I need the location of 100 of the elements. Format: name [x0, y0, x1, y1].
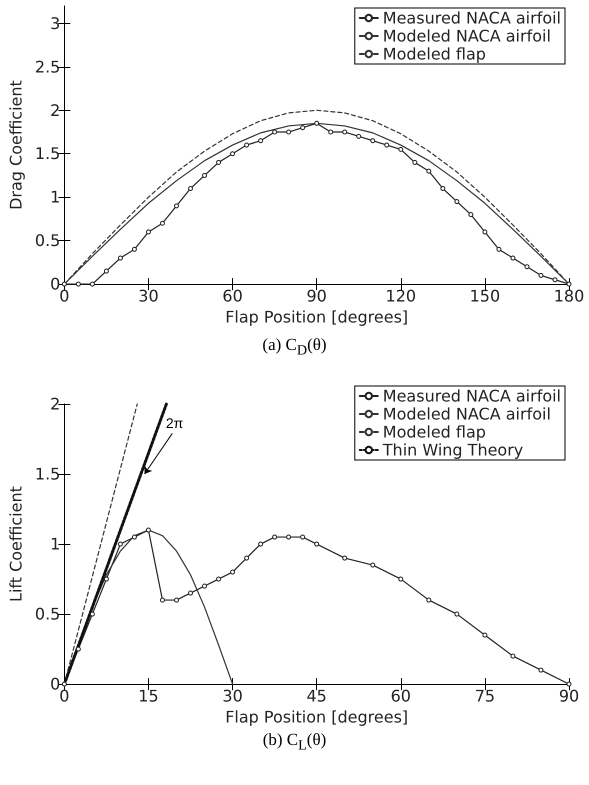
point — [370, 138, 376, 144]
point — [538, 668, 544, 673]
x-tick-label: 15 — [138, 686, 159, 706]
y-tick-label: 0.5 — [34, 231, 60, 250]
legend-label: Measured NACA airfoil — [382, 386, 561, 406]
y-tick-label: 2.5 — [34, 57, 60, 76]
point — [132, 534, 137, 540]
y-tick-label: 1.5 — [34, 144, 60, 164]
point — [188, 590, 194, 596]
x-tick-label: 75 — [474, 686, 496, 706]
point — [342, 130, 348, 135]
point — [496, 246, 502, 252]
point — [160, 220, 165, 226]
point — [174, 598, 179, 603]
point — [230, 570, 236, 575]
y-tick-label: 2 — [50, 394, 60, 414]
text: (a) C$_{D}$(θ) — [261, 335, 328, 360]
point — [258, 542, 264, 547]
point — [202, 584, 208, 589]
x-tick-label: 180 — [554, 286, 584, 306]
y-tick-label: 0 — [50, 674, 60, 694]
point — [370, 562, 376, 568]
point — [314, 542, 320, 547]
point — [440, 186, 446, 191]
point — [566, 682, 572, 687]
point — [398, 576, 404, 582]
x-axis-title: Flap Position [degrees] — [225, 708, 408, 726]
point — [398, 146, 404, 152]
point — [104, 576, 109, 582]
y-tick-label: 1.5 — [34, 464, 60, 484]
point — [160, 598, 165, 603]
point — [202, 172, 208, 178]
point — [454, 612, 460, 617]
y-tick-label: 1 — [50, 534, 60, 554]
point — [286, 534, 292, 540]
point — [328, 130, 334, 135]
point — [118, 542, 123, 547]
point — [300, 534, 306, 540]
point — [272, 130, 278, 135]
point — [454, 199, 460, 204]
point — [342, 556, 348, 561]
point — [426, 168, 432, 174]
point — [188, 186, 194, 191]
point — [244, 142, 250, 148]
point — [230, 151, 236, 156]
point — [146, 528, 151, 533]
point — [468, 212, 474, 218]
point — [132, 246, 137, 252]
point — [552, 277, 558, 282]
x-tick-label: 120 — [386, 286, 416, 306]
point — [426, 598, 432, 603]
legend-label: Modeled flap — [382, 44, 486, 64]
point — [118, 256, 123, 261]
x-tick-label: 60 — [222, 286, 243, 306]
point — [90, 282, 95, 287]
point — [146, 229, 151, 234]
x-tick-label: 30 — [222, 686, 243, 706]
point — [76, 646, 81, 652]
y-tick-label: 1 — [50, 188, 60, 207]
point — [216, 576, 222, 582]
legend-label: Modeled flap — [382, 422, 486, 442]
point — [524, 264, 530, 270]
point — [62, 282, 67, 287]
point — [216, 160, 222, 165]
point — [62, 682, 67, 687]
y-axis-title: Lift Coefficient — [6, 486, 26, 602]
point — [90, 612, 95, 617]
point — [510, 256, 516, 261]
y-tick-label: 0 — [50, 274, 60, 294]
y-axis-title: Drag Coefficient — [6, 80, 26, 210]
y-tick-label: 3 — [50, 14, 60, 33]
x-tick-label: 45 — [306, 686, 327, 706]
point — [510, 654, 516, 659]
point — [300, 125, 306, 130]
x-tick-label: 60 — [390, 686, 411, 706]
legend-label: Thin Wing Theory — [382, 440, 524, 460]
x-tick-label: 90 — [306, 286, 327, 306]
point — [482, 632, 488, 638]
point — [244, 556, 250, 561]
x-tick-label: 90 — [558, 686, 580, 706]
point — [566, 282, 572, 287]
point — [174, 203, 179, 208]
legend-label: Modeled NACA airfoil — [382, 26, 551, 46]
point — [272, 534, 278, 540]
x-tick-label: 30 — [138, 286, 159, 306]
x-tick-label: 150 — [470, 286, 500, 306]
point — [76, 282, 81, 287]
text: (b) C$_{L}$(θ) — [262, 730, 328, 754]
point — [384, 142, 390, 148]
point — [286, 130, 292, 135]
point — [356, 134, 362, 139]
point — [412, 160, 418, 165]
y-tick-label: 2 — [50, 100, 60, 120]
point — [314, 120, 320, 126]
annotation: 2π — [166, 415, 184, 432]
point — [104, 268, 109, 274]
point — [258, 138, 264, 144]
point — [538, 272, 544, 278]
point — [482, 229, 488, 234]
legend-label: Modeled NACA airfoil — [382, 404, 551, 424]
